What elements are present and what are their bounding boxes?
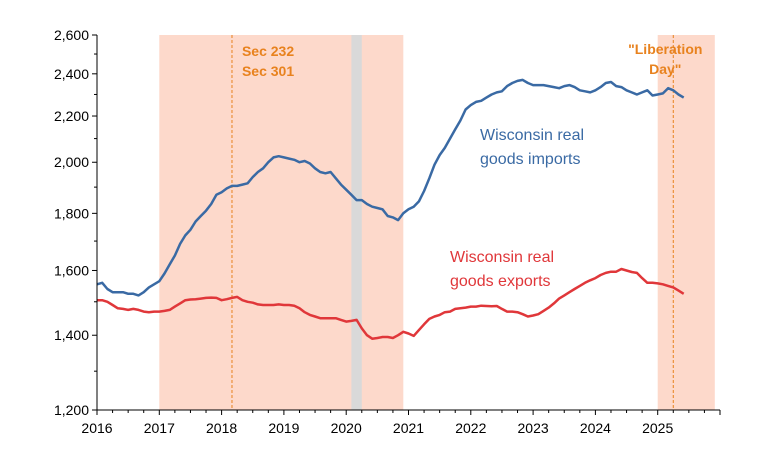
annotation-label: Sec 232	[242, 43, 294, 59]
x-tick-label: 2019	[268, 420, 299, 436]
y-tick-label: 2,600	[54, 27, 89, 43]
y-tick-label: 1,800	[54, 205, 89, 221]
annotation-label: "Liberation	[628, 41, 702, 57]
exports-series-label: goods exports	[450, 273, 551, 290]
x-tick-label: 2023	[518, 420, 549, 436]
policy-shade	[657, 35, 715, 410]
x-tick-label: 2021	[393, 420, 424, 436]
imports-series-label: Wisconsin real	[480, 127, 584, 144]
x-tick-label: 2024	[580, 420, 611, 436]
event-lines	[231, 35, 674, 410]
axes: 1,200 1,400 1,600 1,800 2,000 2,200 2,400 2,600…	[54, 27, 721, 436]
policy-shade	[159, 35, 404, 410]
y-tick-label: 2,400	[54, 66, 89, 82]
x-tick-label: 2020	[331, 420, 362, 436]
exports-line	[97, 267, 685, 340]
x-tick-label: 2018	[206, 420, 237, 436]
x-tick-label: 2017	[144, 420, 175, 436]
y-tick-label: 1,200	[54, 402, 89, 418]
annotation-label: Day"	[649, 61, 681, 77]
y-tick-label: 1,400	[54, 327, 89, 343]
recession-shade	[351, 35, 362, 410]
exports-series-label: Wisconsin real	[450, 249, 554, 266]
y-tick-label: 2,000	[54, 154, 89, 170]
x-tick-label: 2022	[455, 420, 486, 436]
annotation-label: Sec 301	[242, 63, 294, 79]
x-tick-label: 2025	[642, 420, 673, 436]
series-labels: Wisconsin real goods imports Wisconsin rea…	[450, 127, 584, 290]
series-lines	[96, 78, 685, 340]
annotations: Sec 232 Sec 301 "Liberation Day"	[242, 41, 702, 79]
x-tick-label: 2016	[81, 420, 112, 436]
imports-series-label: goods imports	[480, 151, 581, 168]
shaded-periods	[159, 35, 715, 410]
y-tick-label: 2,200	[54, 108, 89, 124]
imports-line	[96, 78, 685, 297]
y-tick-label: 1,600	[54, 262, 89, 278]
